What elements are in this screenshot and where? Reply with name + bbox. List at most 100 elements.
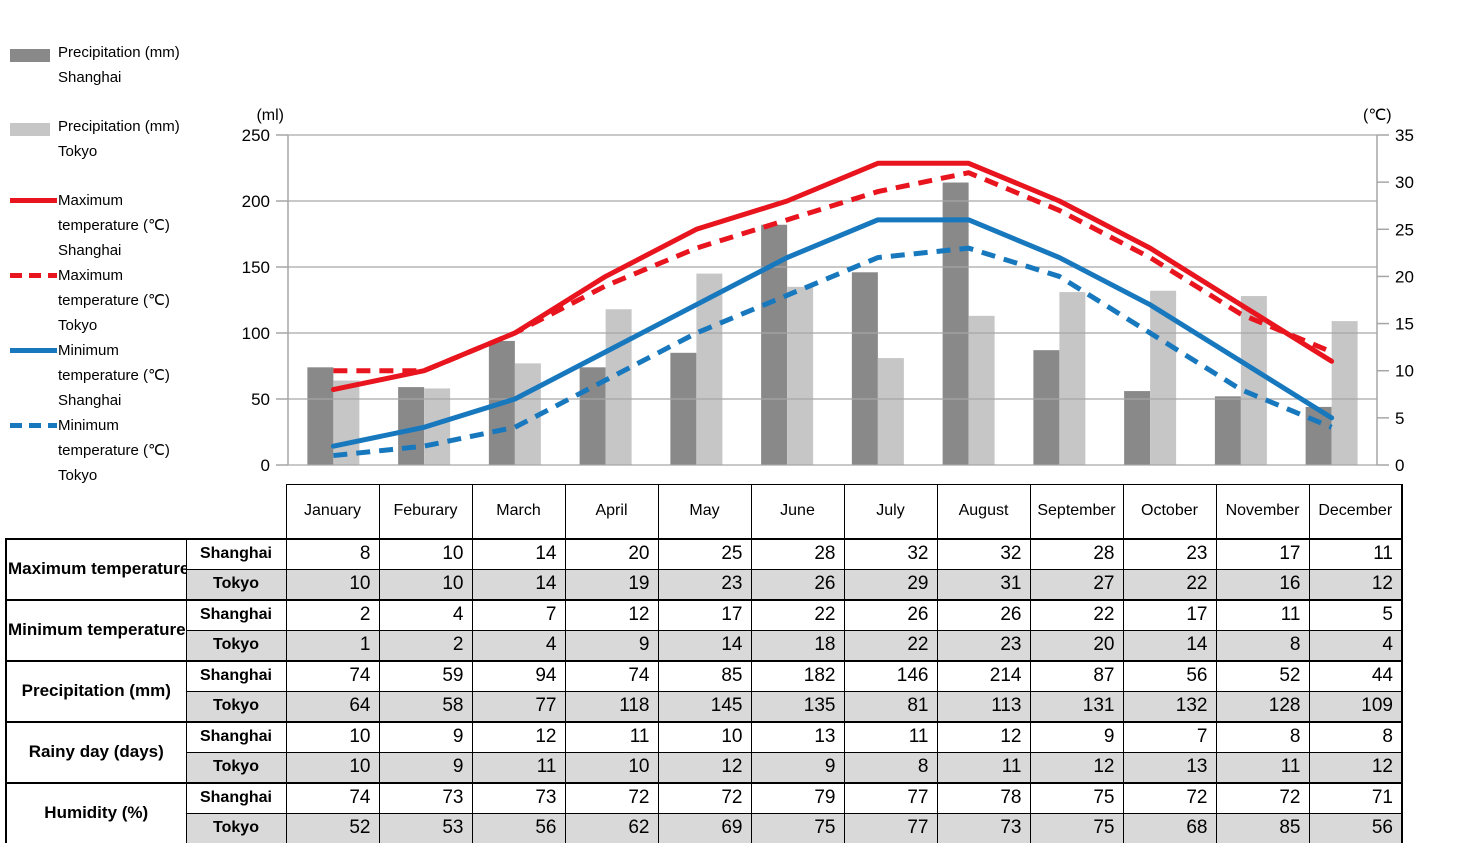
- table-cell: 8: [285, 537, 380, 570]
- legend-label-line: Tokyo: [58, 317, 98, 334]
- table-cell: 29: [843, 568, 938, 600]
- table-cell: 28: [1029, 537, 1124, 570]
- bar-precipitation-shanghai-august: [942, 182, 969, 465]
- table-row: Tokyo 10 10 14 19 23 26 29 31 27 22 16 12: [6, 568, 1403, 600]
- table-cell: 9: [564, 629, 659, 661]
- table-cell: 8: [843, 751, 938, 783]
- table-row: Humidity (%) Shanghai 74 73 73 72 72 79 77 78 75 72…: [5, 781, 1403, 843]
- month-header-feburary: Feburary: [378, 484, 473, 540]
- legend-label: Minimum temperature (℃) Tokyo: [58, 413, 170, 488]
- category-label: Precipitation (mm): [5, 659, 187, 722]
- table-cell: 12: [657, 751, 752, 783]
- table-cell: 13: [1122, 751, 1217, 783]
- bar-precipitation-shanghai-july: [851, 272, 878, 465]
- table-cell: 73: [378, 781, 473, 814]
- legend-line-swatch-icon: [10, 344, 57, 353]
- table-cell: 8: [1215, 629, 1310, 661]
- table-cell: 26: [843, 598, 938, 631]
- left-axis-tick-label: 250: [242, 126, 270, 145]
- climate-data-table: January Feburary March April May June July Augu…: [5, 484, 1403, 843]
- legend-label: Maximum temperature (℃) Tokyo: [58, 263, 170, 338]
- table-cell: 11: [471, 751, 566, 783]
- table-cell: 87: [1029, 659, 1124, 692]
- legend-bar-swatch-icon: [10, 120, 57, 136]
- table-blank-corner: [6, 485, 186, 539]
- table-cell: 16: [1215, 568, 1310, 600]
- legend-label-line: Shanghai: [58, 392, 122, 409]
- right-axis-tick-label: 20: [1395, 267, 1414, 286]
- table-cell: 77: [471, 690, 566, 722]
- city-label: Shanghai: [185, 598, 287, 631]
- table-cell: 182: [750, 659, 845, 692]
- table-cell: 2: [378, 629, 473, 661]
- bar-precipitation-tokyo-june: [787, 286, 814, 465]
- table-cell: 17: [1122, 598, 1217, 631]
- table-row: Tokyo 52 53 56 62 69 75 77 73 75 68 85 56: [6, 812, 1403, 843]
- table-cell: 146: [843, 659, 938, 692]
- table-cell: 17: [657, 598, 752, 631]
- table-cell: 14: [471, 568, 566, 600]
- table-cell: 94: [471, 659, 566, 692]
- legend-label: Precipitation (mm) Shanghai: [58, 40, 180, 90]
- chart-plot-area: 0 50 100 150 200 250 0 5 10 15 20 25 30 35: [242, 126, 1414, 475]
- legend-label-line: Minimum: [58, 342, 119, 359]
- table-cell: 7: [471, 598, 566, 631]
- city-label: Shanghai: [185, 720, 287, 753]
- table-cell: 12: [1029, 751, 1124, 783]
- table-cell: 17: [1215, 537, 1310, 570]
- legend-label-line: temperature (℃): [58, 292, 170, 309]
- legend-item-min-temperature-shanghai: Minimum temperature (℃) Shanghai: [10, 338, 250, 413]
- table-cell: 131: [1029, 690, 1124, 722]
- legend-item-max-temperature-tokyo: Maximum temperature (℃) Tokyo: [10, 263, 250, 338]
- table-cell: 12: [471, 720, 566, 753]
- table-cell: 10: [657, 720, 752, 753]
- category-label: Maximum temperature (℃): [5, 537, 187, 600]
- table-cell: 12: [1308, 751, 1403, 783]
- table-cell: 75: [750, 812, 845, 843]
- table-cell: 11: [843, 720, 938, 753]
- month-header-may: May: [657, 484, 752, 540]
- bar-precipitation-tokyo-november: [1240, 296, 1267, 465]
- left-axis-tick-label: 150: [242, 258, 270, 277]
- table-cell: 75: [1029, 812, 1124, 843]
- bar-precipitation-shanghai-may: [670, 352, 697, 465]
- table-row: Rainy day (days) Shanghai 10 9 12 11 10 13 11 12 9…: [5, 720, 1403, 783]
- table-cell: 10: [564, 751, 659, 783]
- table-cell: 26: [750, 568, 845, 600]
- table-cell: 9: [378, 751, 473, 783]
- table-row: Tokyo 10 9 11 10 12 9 8 11 12 13 11 12: [6, 751, 1403, 783]
- table-cell: 32: [843, 537, 938, 570]
- city-label: Shanghai: [185, 781, 287, 814]
- table-cell: 52: [1215, 659, 1310, 692]
- table-cell: 10: [378, 537, 473, 570]
- month-header-march: March: [471, 484, 566, 540]
- table-row: Tokyo 64 58 77 118 145 135 81 113 131 132 128 109: [6, 690, 1403, 722]
- table-blank-corner: [186, 485, 286, 539]
- legend-label: Maximum temperature (℃) Shanghai: [58, 188, 170, 263]
- table-cell: 52: [285, 812, 380, 843]
- city-label: Shanghai: [185, 537, 287, 570]
- bar-precipitation-tokyo-september: [1059, 292, 1086, 465]
- table-cell: 10: [285, 568, 380, 600]
- table-cell: 2: [285, 598, 380, 631]
- city-label: Tokyo: [185, 690, 287, 722]
- table-cell: 69: [657, 812, 752, 843]
- legend-label-line: Tokyo: [58, 467, 98, 484]
- table-cell: 85: [657, 659, 752, 692]
- table-row: Tokyo 1 2 4 9 14 18 22 23 20 14 8 4: [6, 629, 1403, 661]
- table-cell: 72: [1215, 781, 1310, 814]
- table-cell: 14: [1122, 629, 1217, 661]
- table-cell: 74: [564, 659, 659, 692]
- table-cell: 22: [1029, 598, 1124, 631]
- chart-legend: Precipitation (mm) Shanghai Precipitation …: [10, 40, 250, 488]
- table-cell: 132: [1122, 690, 1217, 722]
- category-label: Humidity (%): [5, 781, 187, 843]
- table-cell: 4: [1308, 629, 1403, 661]
- city-label: Tokyo: [185, 629, 287, 661]
- table-cell: 73: [471, 781, 566, 814]
- table-cell: 22: [750, 598, 845, 631]
- bar-precipitation-tokyo-april: [605, 309, 632, 465]
- table-cell: 62: [564, 812, 659, 843]
- table-header-row: January Feburary March April May June July Augu…: [6, 484, 1403, 540]
